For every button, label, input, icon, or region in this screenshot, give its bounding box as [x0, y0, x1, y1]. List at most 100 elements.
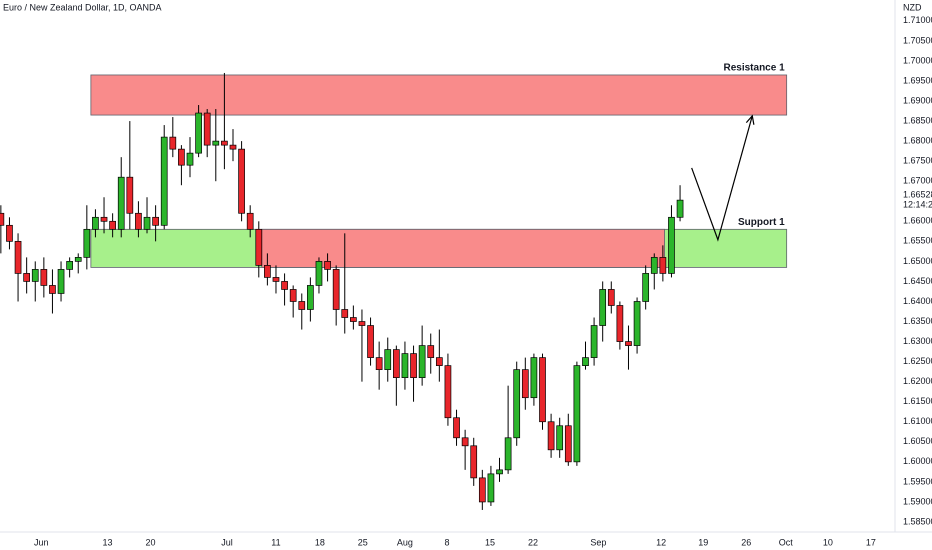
zone-label: Support 1 — [738, 217, 785, 228]
zone — [90, 74, 788, 116]
candle-body — [358, 321, 366, 326]
y-tick-label: 1.60000 — [903, 456, 932, 466]
candle-body — [539, 357, 546, 423]
x-tick-label: Jun — [34, 537, 49, 547]
candle-body — [203, 112, 211, 146]
x-tick-label: 8 — [445, 537, 450, 547]
y-tick-label: 1.64000 — [903, 296, 932, 306]
candle-body — [109, 220, 116, 230]
candle-body — [573, 365, 581, 463]
candle-body — [195, 112, 202, 154]
candle-body — [513, 369, 521, 439]
candle-body — [92, 216, 99, 230]
candle-body — [453, 417, 460, 439]
candle-body — [255, 228, 263, 266]
countdown: 12:14:28 — [903, 200, 932, 210]
candle-body — [367, 325, 374, 358]
candle-body — [350, 317, 357, 322]
candle-body — [66, 261, 73, 270]
candle-body — [178, 148, 185, 166]
candle-body — [599, 289, 607, 326]
candle-body — [152, 216, 159, 226]
candle-body — [659, 257, 667, 274]
x-tick-label: Aug — [397, 537, 413, 547]
candle-body — [504, 437, 512, 471]
candle-body — [470, 445, 478, 479]
candle-body — [487, 473, 495, 503]
candle-body — [83, 228, 91, 258]
candle-body — [324, 261, 331, 270]
candle-body — [135, 212, 142, 230]
candle-body — [221, 140, 228, 146]
candle-body — [461, 437, 469, 447]
candle-body — [401, 353, 409, 379]
candle-body — [126, 176, 134, 214]
candle-body — [160, 136, 168, 226]
candle-body — [616, 305, 624, 342]
y-tick-label: 1.68500 — [903, 115, 932, 125]
y-tick-label: 1.62500 — [903, 356, 932, 366]
candle-body — [315, 261, 323, 286]
candle-body — [642, 273, 650, 302]
x-tick-label: 13 — [102, 537, 112, 547]
x-tick-label: 25 — [358, 537, 368, 547]
candle-body — [521, 369, 529, 399]
y-tick-label: 1.70500 — [903, 35, 932, 45]
candle-body — [547, 421, 555, 451]
candle-body — [564, 425, 572, 463]
candle-body — [246, 212, 254, 230]
y-tick-label: 1.63500 — [903, 316, 932, 326]
candle-body — [289, 289, 297, 302]
x-tick-label: 19 — [698, 537, 708, 547]
candle-body — [332, 269, 340, 310]
x-tick-label: 12 — [656, 537, 666, 547]
candle-body — [40, 269, 48, 286]
candle-body — [341, 309, 349, 318]
candle-body — [0, 212, 5, 226]
x-tick-label: 26 — [741, 537, 751, 547]
candle-body — [496, 469, 503, 475]
candle-body — [281, 281, 288, 290]
candle-body — [31, 269, 39, 282]
candle-body — [530, 357, 538, 399]
x-tick-label: Jul — [221, 537, 233, 547]
currency: NZD — [903, 2, 922, 12]
x-tick-label: 17 — [866, 537, 876, 547]
x-tick-label: 10 — [823, 537, 833, 547]
x-tick-label: Sep — [590, 537, 606, 547]
candle-body — [264, 265, 271, 278]
x-tick-label: 15 — [485, 537, 495, 547]
candle-body — [410, 353, 417, 379]
candle-body — [444, 365, 452, 419]
y-tick-label: 1.70000 — [903, 55, 932, 65]
y-tick-label: 1.66000 — [903, 216, 932, 226]
x-tick-label: 22 — [528, 537, 538, 547]
y-tick-label: 1.63000 — [903, 336, 932, 346]
candle-body — [582, 357, 589, 366]
candle-body — [186, 152, 194, 166]
candle-body — [633, 301, 641, 346]
y-tick-label: 1.69000 — [903, 95, 932, 105]
y-tick-label: 1.68000 — [903, 135, 932, 145]
candle-body — [229, 144, 237, 150]
candle-body — [212, 140, 220, 146]
y-tick-label: 1.58500 — [903, 516, 932, 526]
x-tick-label: 18 — [315, 537, 325, 547]
candle-body — [556, 425, 564, 451]
candle-body — [238, 148, 245, 214]
chart-title: Euro / New Zealand Dollar, 1D, OANDA — [3, 2, 162, 12]
candle-body — [435, 357, 443, 366]
y-tick-label: 1.67500 — [903, 156, 932, 166]
y-tick-label: 1.69500 — [903, 75, 932, 85]
projection-path — [691, 115, 753, 242]
candle-body — [392, 349, 400, 379]
y-tick-label: 1.61500 — [903, 396, 932, 406]
x-tick-label: Oct — [779, 537, 794, 547]
y-tick-label: 1.60500 — [903, 436, 932, 446]
y-tick-label: 1.67000 — [903, 176, 932, 186]
candle-body — [676, 199, 684, 218]
candle-body — [668, 216, 675, 274]
candle-body — [427, 345, 435, 358]
y-tick-label: 1.62000 — [903, 376, 932, 386]
